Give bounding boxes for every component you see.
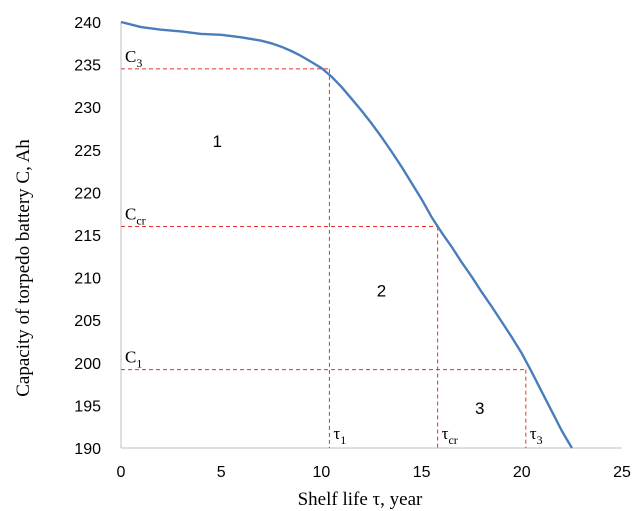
tau-label-0: τ1 — [333, 424, 346, 447]
y-tick-label-8: 230 — [74, 100, 101, 117]
tau-label-2-sub: 3 — [537, 433, 543, 447]
tau-label-1-base: τ — [442, 424, 449, 443]
axes — [120, 22, 622, 449]
tau-label-2: τ3 — [530, 424, 543, 447]
x-tick-label-5: 25 — [613, 464, 631, 481]
reference-lines — [121, 68, 527, 448]
x-tick-label-1: 5 — [217, 464, 226, 481]
c-label-1-base: C — [125, 204, 136, 223]
y-axis-title: Capacity of torpedo battery C, Ah — [13, 139, 34, 397]
x-tick-label-4: 20 — [513, 464, 531, 481]
capacity-curve-line-0 — [120, 20, 573, 449]
tau-label-0-base: τ — [333, 424, 340, 443]
tau-label-2-base: τ — [530, 424, 537, 443]
tau-label-1-sub: cr — [448, 433, 457, 447]
c-label-2: C1 — [125, 348, 142, 371]
y-tick-label-6: 220 — [74, 185, 101, 202]
x-axis-title: Shelf life τ, year — [298, 489, 423, 510]
y-tick-label-2: 200 — [74, 356, 101, 373]
y-tick-label-0: 190 — [74, 441, 101, 458]
c-label-1-sub: cr — [136, 213, 145, 227]
y-tick-label-5: 215 — [74, 228, 101, 245]
c-label-0-base: C — [125, 47, 136, 66]
y-tick-label-7: 225 — [74, 143, 101, 160]
c-label-1: Ccr — [125, 204, 146, 227]
series-group — [120, 20, 573, 449]
c-label-0-sub: 3 — [136, 56, 142, 70]
c-label-2-sub: 1 — [136, 357, 142, 371]
x-tick-label-2: 10 — [313, 464, 331, 481]
y-tick-label-4: 210 — [74, 271, 101, 288]
y-tick-label-10: 240 — [74, 15, 101, 32]
y-tick-label-1: 195 — [74, 398, 101, 415]
y-tick-label-3: 205 — [74, 313, 101, 330]
tau-label-0-sub: 1 — [340, 433, 346, 447]
y-tick-label-9: 235 — [74, 58, 101, 75]
c-label-2-base: C — [125, 348, 136, 367]
x-tick-label-0: 0 — [117, 464, 126, 481]
region-label-1: 2 — [377, 281, 386, 300]
region-label-0: 1 — [212, 132, 221, 151]
tau-label-1: τcr — [442, 424, 458, 447]
c-label-0: C3 — [125, 47, 142, 70]
region-label-2: 3 — [475, 399, 484, 418]
x-tick-label-3: 15 — [413, 464, 431, 481]
tick-labels: 0 5 10 15 20 25 190 195 200 205 210 215 220 225 230 235… — [74, 15, 631, 481]
